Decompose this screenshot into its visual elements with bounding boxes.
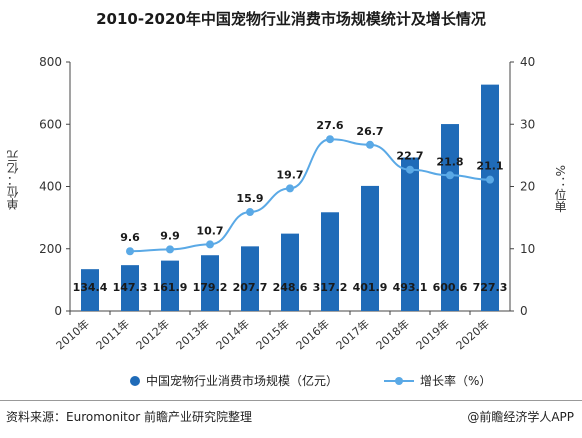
left-tick-label: 0 [54, 304, 62, 318]
source-note: 资料来源：Euromonitor 前瞻产业研究院整理 [6, 410, 252, 424]
bar-value-label: 317.2 [313, 281, 348, 294]
growth-point [286, 184, 294, 193]
x-tick-label: 2019年 [413, 317, 452, 353]
growth-point [446, 171, 454, 180]
x-tick-label: 2013年 [173, 317, 212, 353]
brand-note: @前瞻经济学人APP [467, 410, 574, 424]
growth-point [326, 135, 334, 144]
bar [281, 233, 299, 311]
growth-point [406, 165, 414, 174]
legend-bar-marker [130, 375, 140, 386]
growth-point [246, 208, 254, 217]
x-tick-label: 2012年 [133, 317, 172, 353]
x-tick-label: 2018年 [373, 317, 412, 353]
bar-value-label: 493.1 [393, 281, 428, 294]
right-tick-label: 20 [520, 180, 535, 194]
right-tick-label: 30 [520, 117, 535, 131]
x-tick-label: 2017年 [333, 317, 372, 353]
bar [161, 260, 179, 311]
footer-divider [0, 400, 582, 401]
left-tick-label: 200 [39, 242, 62, 256]
growth-label: 9.9 [160, 229, 180, 242]
right-axis-label: %：位单 [553, 165, 567, 213]
bar [121, 265, 139, 311]
legend-bar-label: 中国宠物行业消费市场规模（亿元） [146, 374, 339, 388]
x-tick-label: 2020年 [453, 317, 492, 353]
x-tick-label: 2011年 [93, 317, 132, 353]
legend-line-label: 增长率（%） [420, 374, 492, 388]
growth-label: 22.7 [396, 150, 423, 163]
x-tick-label: 2015年 [253, 317, 292, 353]
left-axis-label: 单位：亿元 [6, 150, 20, 210]
growth-label: 27.6 [316, 119, 343, 132]
growth-label: 10.7 [196, 224, 223, 237]
growth-label: 19.7 [276, 168, 303, 181]
growth-label: 15.9 [236, 192, 263, 205]
right-tick-label: 10 [520, 242, 535, 256]
bar [241, 246, 259, 311]
growth-label: 9.6 [120, 231, 140, 244]
x-tick-label: 2016年 [293, 317, 332, 353]
legend-line-marker [384, 376, 415, 386]
bar-value-label: 161.9 [153, 281, 188, 294]
growth-label: 21.1 [476, 160, 503, 173]
bar-value-label: 207.7 [233, 281, 268, 294]
bar [81, 269, 99, 311]
legend: 中国宠物行业消费市场规模（亿元） 增长率（%） [130, 372, 491, 389]
bar [361, 185, 379, 311]
bar-value-label: 134.4 [73, 281, 108, 294]
bar [201, 255, 219, 311]
left-tick-label: 400 [39, 180, 62, 194]
bar-value-label: 727.3 [473, 281, 508, 294]
x-tick-label: 2014年 [213, 317, 252, 353]
bar-value-label: 401.9 [353, 281, 388, 294]
left-tick-label: 800 [39, 55, 62, 69]
bar-value-label: 600.6 [433, 281, 468, 294]
bar-value-label: 248.6 [273, 281, 308, 294]
growth-point [166, 245, 174, 254]
growth-label: 21.8 [436, 155, 463, 168]
bar [481, 84, 499, 312]
growth-point [126, 247, 134, 256]
growth-point [366, 140, 374, 149]
bar-value-label: 179.2 [193, 281, 228, 294]
bar-value-label: 147.3 [113, 281, 148, 294]
chart-title: 2010-2020年中国宠物行业消费市场规模统计及增长情况 [96, 10, 486, 28]
left-tick-label: 600 [39, 117, 62, 131]
growth-point [206, 240, 214, 249]
bar [441, 124, 459, 311]
right-tick-label: 0 [520, 304, 528, 318]
growth-point [486, 175, 494, 184]
growth-line [129, 138, 491, 253]
x-tick-label: 2010年 [53, 317, 92, 353]
right-tick-label: 40 [520, 55, 535, 69]
bar [321, 212, 339, 311]
growth-label: 26.7 [356, 125, 383, 138]
bar [401, 157, 419, 311]
